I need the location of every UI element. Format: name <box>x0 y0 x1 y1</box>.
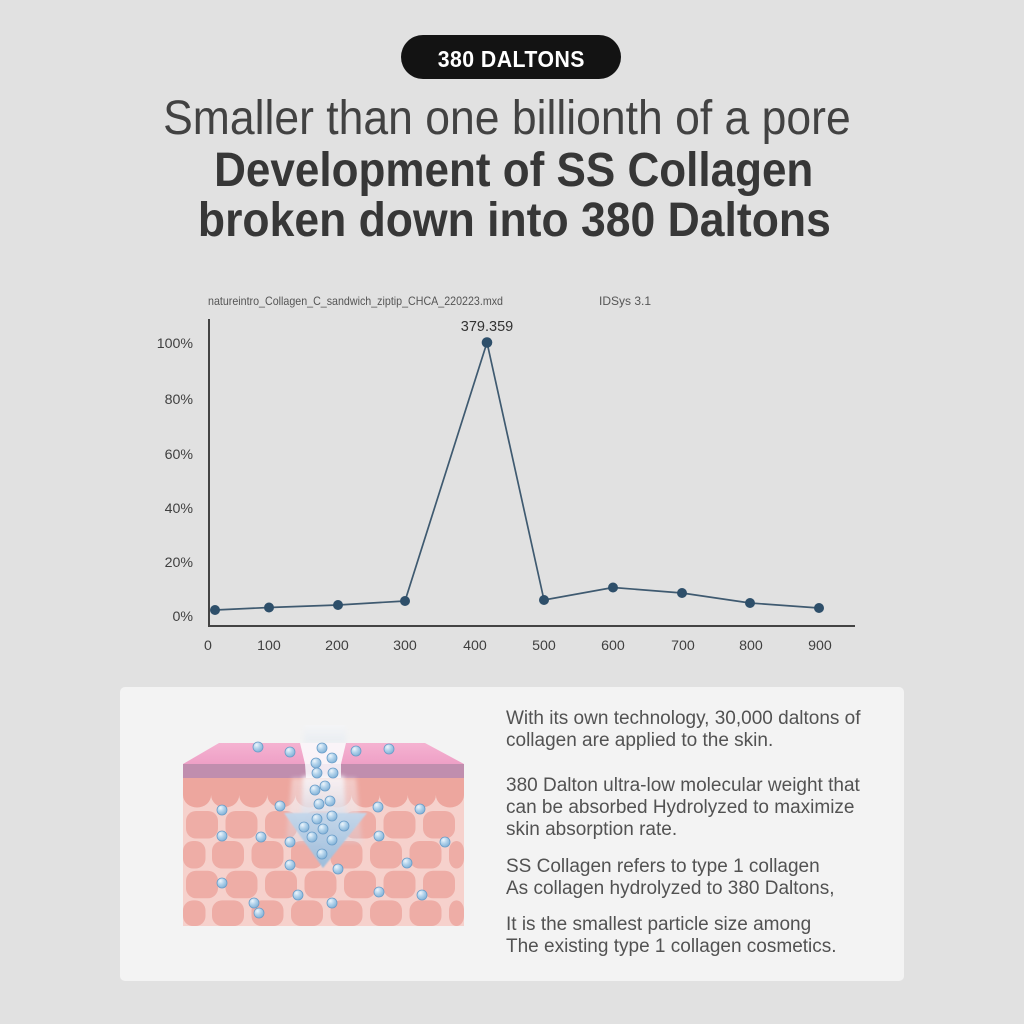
svg-text:800: 800 <box>739 638 763 654</box>
svg-text:500: 500 <box>532 638 556 654</box>
svg-text:natureintro_Collagen_C_sandwic: natureintro_Collagen_C_sandwich_ziptip_C… <box>208 294 503 308</box>
svg-text:40%: 40% <box>165 501 194 517</box>
svg-text:300: 300 <box>393 638 417 654</box>
svg-text:80%: 80% <box>165 392 194 408</box>
svg-text:IDSys 3.1: IDSys 3.1 <box>599 294 651 308</box>
svg-text:400: 400 <box>463 638 487 654</box>
svg-text:60%: 60% <box>165 447 194 463</box>
svg-text:20%: 20% <box>165 555 194 571</box>
svg-text:379.359: 379.359 <box>461 319 513 335</box>
svg-text:200: 200 <box>325 638 349 654</box>
svg-text:0: 0 <box>204 638 212 654</box>
svg-text:100: 100 <box>257 638 281 654</box>
svg-text:900: 900 <box>808 638 832 654</box>
svg-text:100%: 100% <box>157 336 194 352</box>
svg-text:600: 600 <box>601 638 625 654</box>
svg-text:700: 700 <box>671 638 695 654</box>
svg-text:0%: 0% <box>172 609 193 625</box>
